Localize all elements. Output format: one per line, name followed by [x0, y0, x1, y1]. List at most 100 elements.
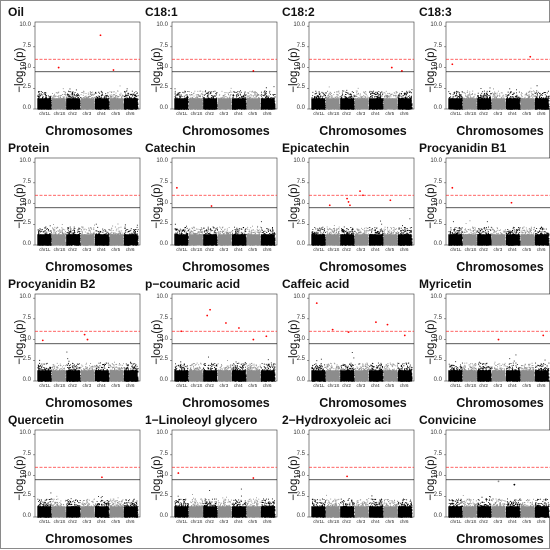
snp-cloud-chr1S — [188, 362, 204, 382]
significant-snp-point — [57, 66, 60, 69]
plot-frame — [445, 429, 550, 518]
significant-snp-point — [513, 483, 516, 486]
snp-cloud-chr6 — [534, 85, 550, 110]
y-tick-label: 7.5 — [433, 450, 442, 457]
snp-cloud-chr6 — [123, 224, 139, 246]
x-tick-label: chr3 — [82, 383, 92, 388]
snp-cloud-chr6 — [260, 221, 276, 246]
snp-cloud-chr2 — [477, 87, 492, 110]
plot-frame — [308, 293, 415, 382]
y-tick-label: 2.5 — [296, 84, 305, 91]
snp-cloud-chr2 — [477, 361, 492, 382]
y-tick-label: 5.0 — [433, 471, 442, 478]
x-tick-label: chr2 — [205, 383, 214, 388]
manhattan-panel: Epicatechin −log10(p) 0.0 2.5 5.0 7.5 10.0 chr1… — [279, 141, 416, 278]
x-tick-label: chr4 — [96, 247, 106, 252]
snp-cloud-chr1S — [325, 494, 341, 518]
significant-snp-point — [362, 194, 364, 197]
manhattan-panel: Procyanidin B1 −log10(p) 0.0 2.5 5.0 7.5 10.0 c… — [416, 141, 550, 278]
x-tick-label: chr5 — [385, 111, 395, 116]
x-tick-label: chr4 — [370, 111, 380, 116]
x-axis-label: Chromosomes — [319, 396, 407, 410]
snp-cloud-chr1L — [311, 226, 326, 246]
y-tick-label: 0.0 — [433, 513, 442, 519]
x-tick-label: chr1L — [313, 519, 325, 524]
snp-cloud-chr2 — [66, 226, 81, 246]
snp-cloud-chr6 — [123, 361, 139, 382]
x-tick-label: chr1S — [53, 247, 66, 252]
x-tick-label: chr4 — [370, 519, 380, 524]
x-tick-label: chr3 — [356, 519, 366, 524]
manhattan-plot — [170, 293, 278, 382]
significant-snp-point — [112, 69, 115, 71]
snp-cloud-chr1S — [51, 88, 67, 110]
snp-cloud-chr5 — [383, 226, 399, 246]
manhattan-plot — [307, 293, 415, 382]
significant-snp-point — [86, 338, 89, 341]
significant-snp-point — [497, 338, 500, 341]
plot-frame — [308, 157, 415, 246]
x-tick-label: chr5 — [111, 519, 121, 524]
y-tick-label: 10.0 — [293, 158, 305, 165]
y-tick-label: 10.0 — [430, 22, 442, 29]
snp-cloud-chr6 — [534, 498, 550, 518]
manhattan-panel: 2−Hydroxyoleic aci −log10(p) 0.0 2.5 5.0 7.5 1… — [279, 413, 416, 550]
significant-snp-point — [41, 339, 44, 342]
x-tick-label: chr1S — [53, 519, 66, 524]
y-tick-label: 7.5 — [22, 314, 31, 321]
snp-cloud-chr5 — [383, 90, 399, 110]
panel-title: Convicine — [419, 413, 477, 427]
y-tick-label: 0.0 — [22, 105, 31, 111]
x-tick-label: chr1S — [53, 383, 66, 388]
snp-cloud-chr1S — [462, 90, 478, 110]
x-axis-label: Chromosomes — [182, 532, 270, 546]
panel-title: Quercetin — [8, 413, 65, 427]
significant-snp-point — [529, 55, 532, 58]
y-tick-label: 2.5 — [22, 492, 31, 499]
y-tick-label: 7.5 — [22, 450, 31, 457]
x-tick-label: chr2 — [205, 247, 214, 252]
y-tick-label: 2.5 — [296, 356, 305, 363]
snp-cloud-chr5 — [383, 362, 399, 382]
x-tick-label: chr1S — [327, 383, 340, 388]
x-tick-label: chr5 — [522, 111, 532, 116]
y-tick-label: 5.0 — [159, 199, 168, 206]
manhattan-plot — [307, 157, 415, 246]
y-tick-label: 2.5 — [22, 220, 31, 227]
x-tick-label: chr2 — [342, 247, 351, 252]
y-tick-label: 7.5 — [433, 42, 442, 49]
x-tick-label: chr2 — [479, 383, 488, 388]
significant-snp-point — [451, 186, 454, 189]
significant-snp-point — [359, 190, 361, 193]
y-tick-label: 2.5 — [159, 220, 168, 227]
snp-cloud-chr3 — [491, 227, 507, 246]
y-tick-label: 10.0 — [293, 430, 305, 437]
y-tick-label: 2.5 — [433, 356, 442, 363]
x-tick-label: chr1L — [313, 247, 325, 252]
y-tick-label: 7.5 — [159, 450, 168, 457]
snp-cloud-chr3 — [217, 87, 233, 110]
manhattan-panel: 1−Linoleoyl glycero −log10(p) 0.0 2.5 5.0 7.5… — [142, 413, 279, 550]
manhattan-panel: C18:2 −log10(p) 0.0 2.5 5.0 7.5 10.0 chr1L chr1S… — [279, 5, 416, 142]
snp-cloud-chr6 — [534, 359, 550, 382]
y-tick-label: 5.0 — [296, 471, 305, 478]
x-tick-label: chr5 — [248, 111, 258, 116]
significant-snp-point — [206, 314, 209, 317]
x-tick-label: chr3 — [219, 519, 229, 524]
snp-cloud-chr3 — [491, 498, 507, 518]
x-tick-label: chr4 — [507, 519, 517, 524]
snp-cloud-chr6 — [534, 226, 550, 246]
y-tick-label: 5.0 — [433, 63, 442, 70]
x-axis-label: Chromosomes — [45, 396, 133, 410]
significant-snp-point — [101, 476, 103, 479]
manhattan-plot — [307, 429, 415, 518]
snp-cloud-chr3 — [217, 226, 233, 246]
x-tick-label: chr1L — [176, 111, 188, 116]
y-tick-label: 2.5 — [296, 220, 305, 227]
snp-cloud-chr6 — [260, 86, 276, 110]
significant-snp-point — [252, 338, 255, 341]
significant-snp-point — [175, 186, 178, 189]
significant-snp-point — [225, 322, 227, 324]
x-tick-label: chr6 — [262, 383, 272, 388]
x-tick-label: chr6 — [262, 519, 272, 524]
